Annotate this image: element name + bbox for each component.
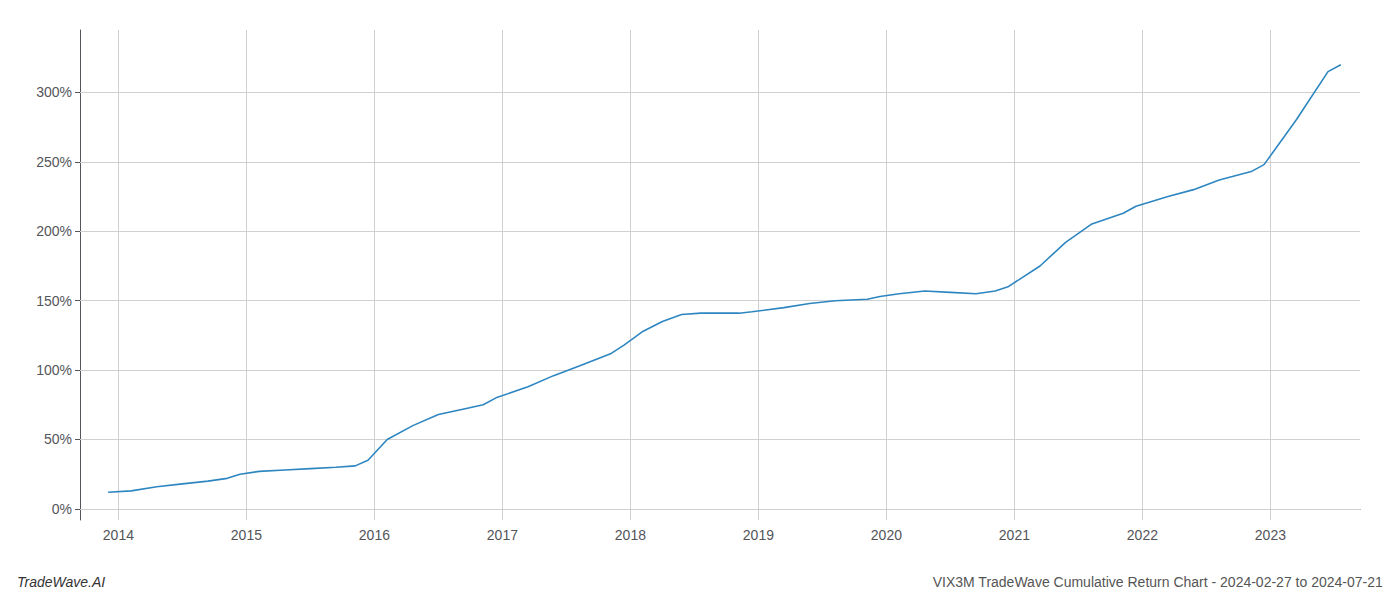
svg-text:2015: 2015 [231,527,262,543]
svg-text:2020: 2020 [871,527,902,543]
svg-text:2018: 2018 [615,527,646,543]
svg-text:2022: 2022 [1127,527,1158,543]
svg-text:150%: 150% [36,293,72,309]
svg-text:2023: 2023 [1255,527,1286,543]
svg-text:2014: 2014 [103,527,134,543]
svg-text:TradeWave.AI: TradeWave.AI [17,574,105,590]
svg-text:VIX3M TradeWave Cumulative Ret: VIX3M TradeWave Cumulative Return Chart … [933,574,1383,590]
svg-text:200%: 200% [36,223,72,239]
svg-text:2021: 2021 [999,527,1030,543]
svg-text:300%: 300% [36,84,72,100]
svg-text:50%: 50% [44,431,72,447]
svg-text:2016: 2016 [359,527,390,543]
svg-text:250%: 250% [36,154,72,170]
svg-text:100%: 100% [36,362,72,378]
svg-text:2019: 2019 [743,527,774,543]
svg-text:2017: 2017 [487,527,518,543]
svg-text:0%: 0% [52,501,72,517]
